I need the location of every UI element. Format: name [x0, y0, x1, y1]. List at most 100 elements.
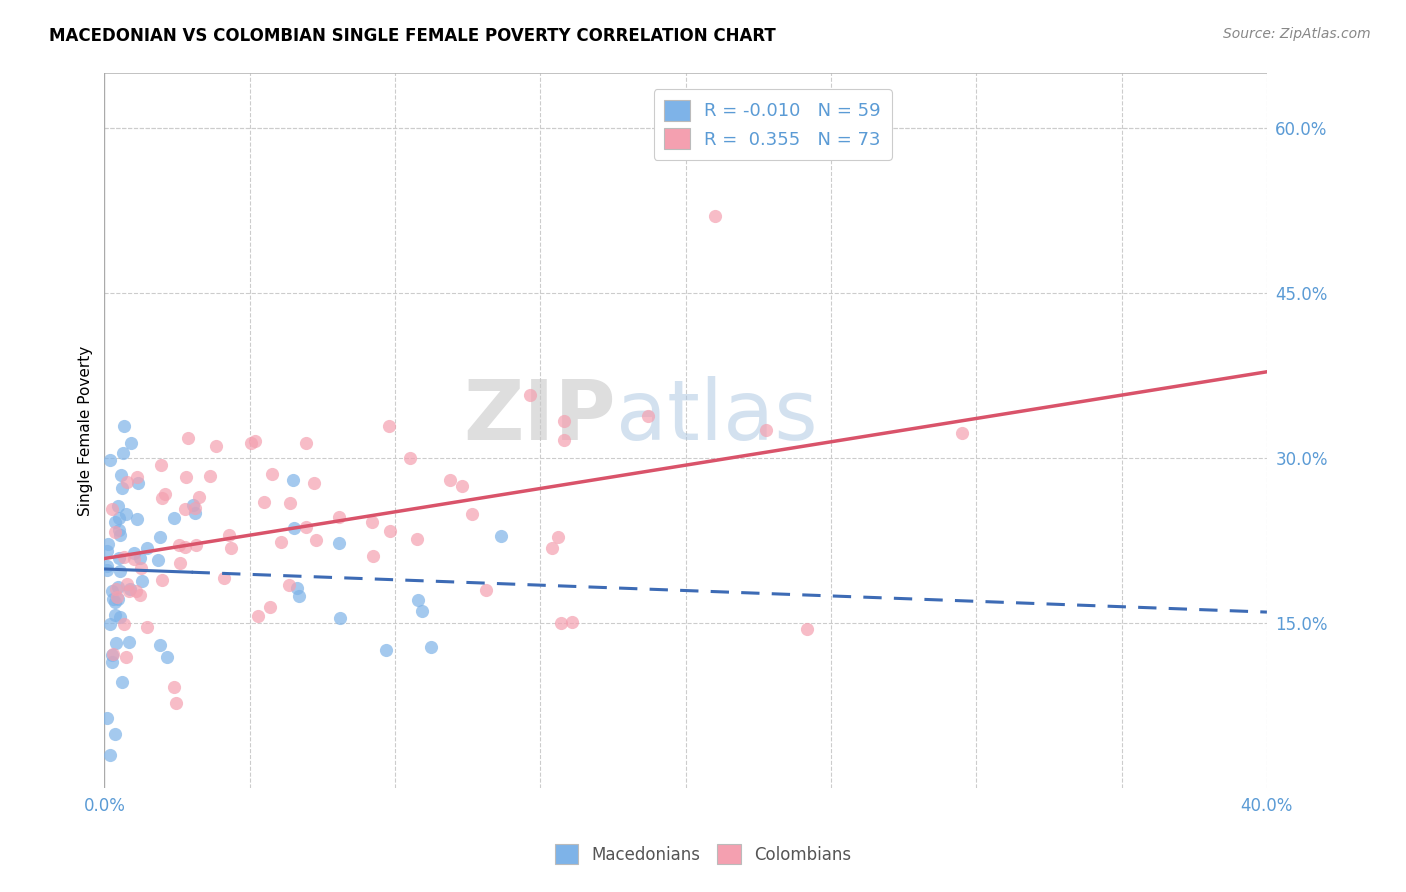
- Point: [150, 573, 173, 587]
- Point: [107, 551, 129, 566]
- Point: [96, 558, 118, 573]
- Point: [107, 499, 129, 513]
- Point: [174, 501, 197, 516]
- Point: [259, 599, 281, 614]
- Point: [101, 648, 124, 663]
- Point: [295, 520, 318, 534]
- Point: [950, 426, 973, 441]
- Point: [107, 592, 129, 607]
- Point: [96, 711, 118, 725]
- Point: [174, 469, 197, 483]
- Point: [155, 487, 177, 501]
- Point: [120, 582, 142, 597]
- Point: [131, 574, 153, 588]
- Point: [108, 510, 131, 524]
- Point: [128, 588, 150, 602]
- Point: [156, 650, 179, 665]
- Point: [375, 642, 398, 657]
- Point: [169, 556, 191, 570]
- Point: [110, 481, 132, 495]
- Point: [100, 584, 122, 599]
- Point: [755, 423, 778, 437]
- Point: [104, 636, 127, 650]
- Point: [101, 592, 124, 607]
- Point: [489, 528, 512, 542]
- Point: [277, 578, 299, 592]
- Point: [114, 508, 136, 522]
- Point: [184, 538, 207, 552]
- Point: [104, 595, 127, 609]
- Point: [239, 435, 262, 450]
- Point: [111, 446, 134, 460]
- Point: [112, 418, 135, 433]
- Point: [328, 509, 350, 524]
- Point: [129, 561, 152, 575]
- Point: [110, 467, 132, 482]
- Point: [100, 748, 122, 763]
- Point: [305, 533, 328, 547]
- Point: [553, 414, 575, 428]
- Point: [406, 532, 429, 546]
- Point: [96, 563, 118, 577]
- Point: [475, 582, 498, 597]
- Point: [519, 388, 541, 402]
- Point: [122, 552, 145, 566]
- Point: [547, 530, 569, 544]
- Point: [245, 434, 267, 449]
- Point: [420, 640, 443, 654]
- Point: [115, 475, 138, 489]
- Point: [165, 696, 187, 710]
- Point: [411, 604, 433, 618]
- Point: [105, 582, 128, 597]
- Point: [107, 580, 129, 594]
- Point: [212, 571, 235, 585]
- Point: [247, 609, 270, 624]
- Point: [252, 495, 274, 509]
- Point: [118, 584, 141, 599]
- Point: [270, 534, 292, 549]
- Point: [328, 536, 350, 550]
- Point: [262, 467, 284, 481]
- Point: [204, 440, 226, 454]
- Point: [150, 491, 173, 506]
- Point: [177, 431, 200, 445]
- Point: [460, 507, 482, 521]
- Point: [98, 617, 121, 632]
- Point: [135, 541, 157, 556]
- Point: [181, 498, 204, 512]
- Point: [163, 510, 186, 524]
- Text: MACEDONIAN VS COLOMBIAN SINGLE FEMALE POVERTY CORRELATION CHART: MACEDONIAN VS COLOMBIAN SINGLE FEMALE PO…: [49, 27, 776, 45]
- Point: [304, 476, 326, 491]
- Point: [149, 530, 172, 544]
- Point: [283, 521, 305, 535]
- Point: [198, 468, 221, 483]
- Point: [125, 512, 148, 526]
- Y-axis label: Single Female Poverty: Single Female Poverty: [79, 345, 93, 516]
- Point: [540, 541, 562, 555]
- Point: [100, 502, 122, 516]
- Point: [110, 610, 132, 624]
- Point: [104, 608, 127, 623]
- Point: [125, 583, 148, 598]
- Point: [115, 577, 138, 591]
- Point: [167, 537, 190, 551]
- Point: [149, 458, 172, 472]
- Point: [703, 209, 725, 223]
- Point: [111, 674, 134, 689]
- Point: [163, 680, 186, 694]
- Point: [135, 620, 157, 634]
- Text: ZIP: ZIP: [464, 376, 616, 457]
- Point: [112, 550, 135, 565]
- Point: [118, 635, 141, 649]
- Point: [184, 506, 207, 520]
- Point: [122, 545, 145, 559]
- Point: [120, 436, 142, 450]
- Point: [281, 473, 304, 487]
- Point: [103, 647, 125, 661]
- Point: [187, 490, 209, 504]
- Legend: Macedonians, Colombians: Macedonians, Colombians: [548, 838, 858, 871]
- Point: [96, 543, 118, 558]
- Point: [101, 655, 124, 669]
- Point: [378, 418, 401, 433]
- Point: [128, 550, 150, 565]
